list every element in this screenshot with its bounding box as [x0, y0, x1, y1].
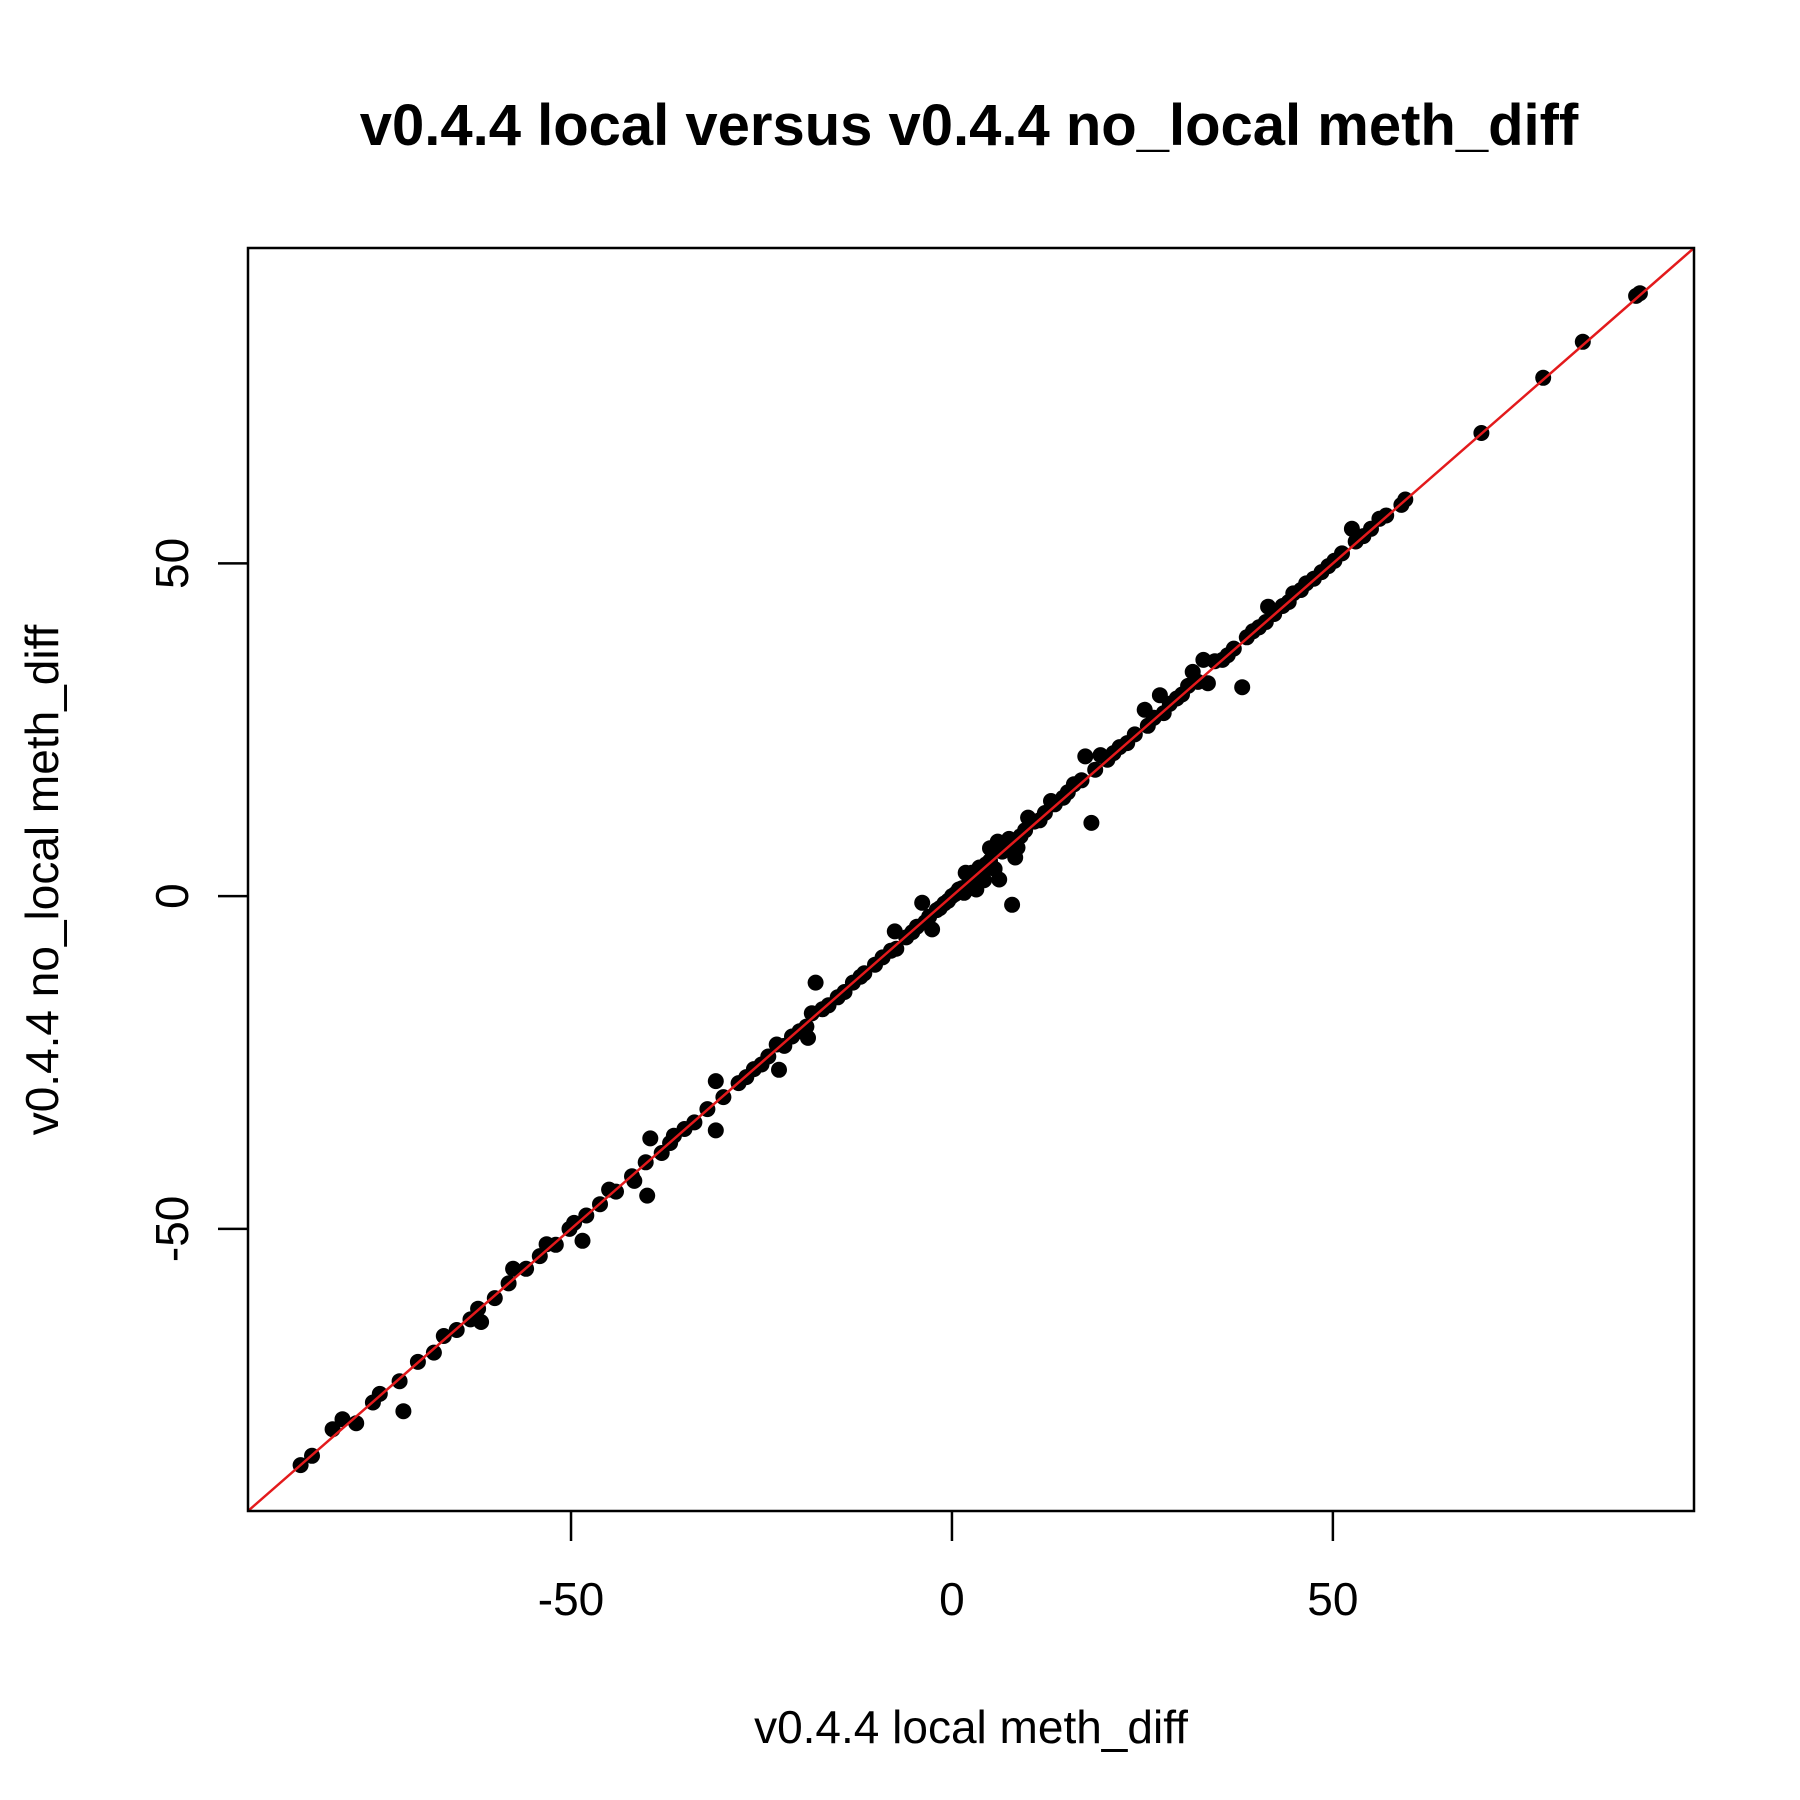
data-point [991, 871, 1008, 888]
chart-title: v0.4.4 local versus v0.4.4 no_local meth… [360, 93, 1579, 158]
y-tick-label: 0 [146, 883, 198, 909]
plot-frame [246, 246, 1696, 1513]
data-point [642, 1130, 659, 1147]
data-point [626, 1172, 643, 1189]
data-point [800, 1029, 816, 1046]
data-point [1077, 748, 1094, 765]
data-point [486, 1290, 503, 1307]
x-axis: -50 0 50 [538, 1511, 1358, 1625]
reference-line-layer [248, 248, 1694, 1511]
data-point [391, 1373, 408, 1390]
data-point [547, 1236, 564, 1253]
data-point [395, 1403, 412, 1420]
reference-line [248, 248, 1694, 1511]
data-point [771, 1061, 787, 1078]
data-point [425, 1344, 442, 1361]
data-point [334, 1411, 351, 1428]
data-point [807, 974, 824, 991]
data-point [1343, 520, 1360, 537]
y-tick-label: 50 [146, 538, 198, 589]
x-tick-label: -50 [538, 1573, 604, 1625]
data-point [574, 1232, 591, 1249]
data-point [976, 872, 992, 889]
data-point [1199, 675, 1216, 692]
data-point [924, 921, 941, 938]
x-axis-label: v0.4.4 local meth_diff [754, 1701, 1188, 1753]
data-point [707, 1122, 724, 1139]
data-point [1004, 896, 1021, 913]
data-point [566, 1214, 583, 1231]
y-axis-label: v0.4.4 no_local meth_diff [16, 624, 68, 1135]
x-tick-label: 0 [939, 1573, 965, 1625]
data-point [1234, 679, 1251, 696]
y-axis: -50 0 50 [146, 538, 248, 1262]
data-point [435, 1328, 452, 1344]
data-point [914, 894, 931, 911]
data-point [1073, 772, 1090, 789]
data-point [473, 1314, 490, 1330]
data-point [1574, 333, 1591, 350]
x-tick-label: 50 [1307, 1573, 1358, 1625]
data-point [888, 940, 905, 957]
data-point [707, 1073, 724, 1090]
data-point [639, 1187, 656, 1204]
data-point [505, 1260, 522, 1277]
y-tick-label: -50 [146, 1196, 198, 1262]
data-point [1083, 814, 1100, 831]
